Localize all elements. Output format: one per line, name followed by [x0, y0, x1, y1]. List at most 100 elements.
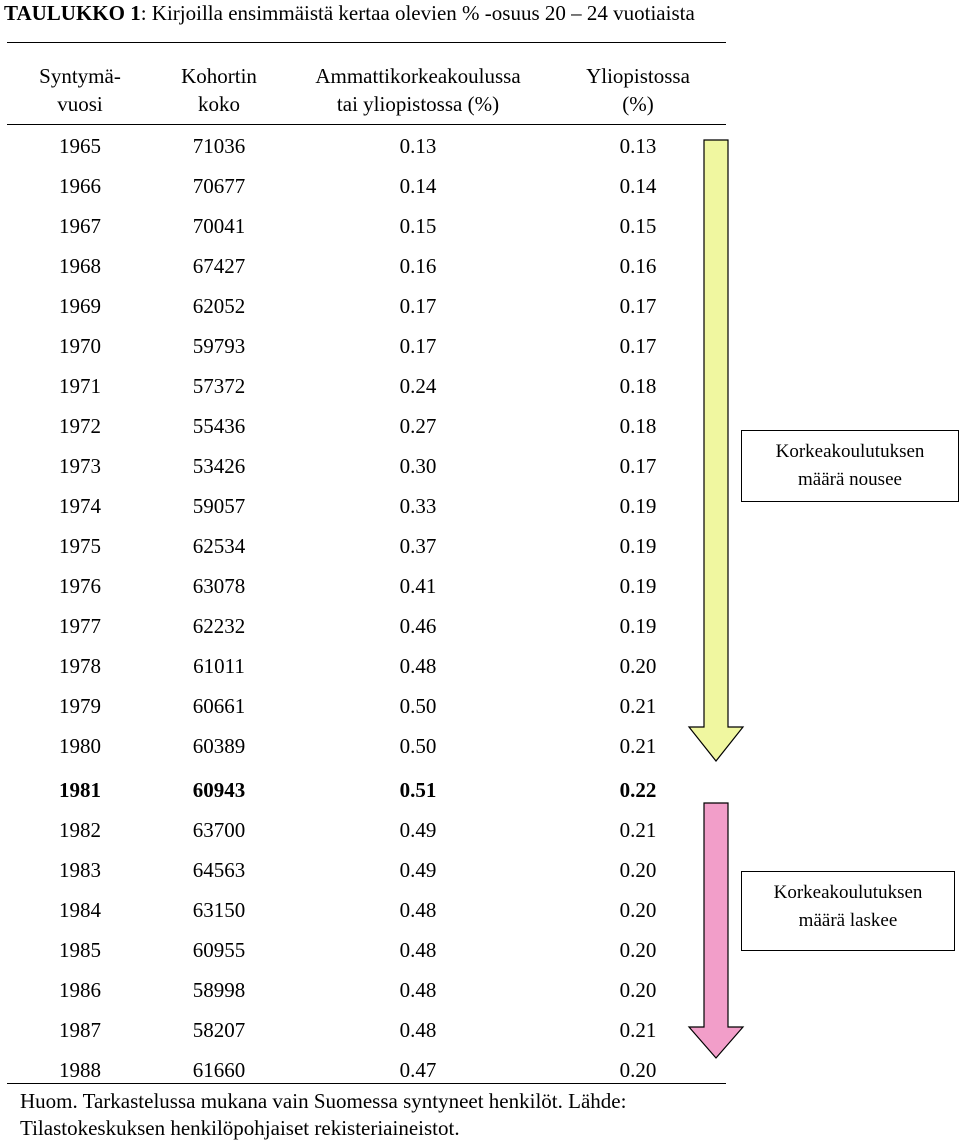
table-cell: 1972 — [59, 414, 101, 438]
table-cell: 58998 — [192, 978, 246, 1002]
table-cell: 0.19 — [619, 494, 657, 518]
header-line: Kohortin — [181, 64, 257, 88]
table-cell: 0.19 — [619, 574, 657, 598]
table-cell: 1973 — [59, 454, 101, 478]
table-cell: 0.21 — [619, 694, 657, 718]
header-line: tai yliopistossa (%) — [336, 92, 500, 116]
table-cell: 0.22 — [619, 778, 657, 802]
table-cell: 0.20 — [619, 654, 657, 678]
table-cell: 0.49 — [399, 858, 437, 882]
header-cell: Ammattikorkeakoulussa tai yliopistossa (%… — [278, 62, 558, 118]
footnote-line1: Huom. Tarkastelussa mukana vain Suomessa… — [20, 1089, 627, 1113]
caption-text: : Kirjoilla ensimmäistä kertaa olevien %… — [140, 1, 695, 25]
table-cell: 1987 — [59, 1018, 101, 1042]
table-cell: 62052 — [192, 294, 246, 318]
table-cell: 0.20 — [619, 898, 657, 922]
table-cell: 1967 — [59, 214, 101, 238]
table-cell: 1982 — [59, 818, 101, 842]
label-box-falls: Korkeakoulutuksen määrä laskee — [741, 871, 955, 951]
table-cell: 1985 — [59, 938, 101, 962]
table-cell: 0.14 — [399, 174, 437, 198]
table-cell: 70041 — [192, 214, 246, 238]
footnote: Huom. Tarkastelussa mukana vain Suomessa… — [20, 1088, 626, 1142]
table-cell: 0.15 — [399, 214, 437, 238]
table-cell: 0.21 — [619, 734, 657, 758]
bottom-rule — [7, 1083, 726, 1084]
footnote-line2: Tilastokeskuksen henkilöpohjaiset rekist… — [20, 1116, 460, 1140]
header-line: Syntymä- — [39, 64, 121, 88]
table-cell: 0.20 — [619, 938, 657, 962]
table-cell: 1969 — [59, 294, 101, 318]
header-line: vuosi — [57, 92, 103, 116]
header-cell: Yliopistossa (%) — [558, 62, 718, 118]
table-cell: 70677 — [192, 174, 246, 198]
table-cell: 63700 — [192, 818, 246, 842]
table-cell: 64563 — [192, 858, 246, 882]
table-cell: 58207 — [192, 1018, 246, 1042]
table-cell: 1977 — [59, 614, 101, 638]
table-cell: 1976 — [59, 574, 101, 598]
table-cell: 1979 — [59, 694, 101, 718]
label-falls-line2: määrä laskee — [798, 910, 898, 931]
table-cell: 59057 — [192, 494, 246, 518]
table-cell: 1968 — [59, 254, 101, 278]
table-cell: 0.17 — [399, 294, 437, 318]
table-cell: 61011 — [193, 654, 245, 678]
table-caption: TAULUKKO 1: Kirjoilla ensimmäistä kertaa… — [4, 0, 695, 26]
table-cell: 55436 — [192, 414, 246, 438]
header-cell: Syntymä-vuosi — [20, 62, 140, 118]
header-line: Yliopistossa — [586, 64, 690, 88]
table-cell: 0.48 — [399, 898, 437, 922]
header-line: (%) — [622, 92, 654, 116]
label-rises-line2: määrä nousee — [798, 469, 902, 490]
table-cell: 1965 — [59, 134, 101, 158]
table-cell: 1986 — [59, 978, 101, 1002]
table-cell: 63150 — [192, 898, 246, 922]
table-cell: 0.41 — [399, 574, 437, 598]
table-cell: 0.18 — [619, 414, 657, 438]
table-cell: 1966 — [59, 174, 101, 198]
table-cell: 1988 — [59, 1058, 101, 1082]
table-cell: 0.51 — [399, 778, 437, 802]
table-cell: 1974 — [59, 494, 101, 518]
table-cell: 1975 — [59, 534, 101, 558]
table-cell: 0.16 — [619, 254, 657, 278]
table-cell: 59793 — [192, 334, 246, 358]
table-cell: 0.49 — [399, 818, 437, 842]
table-cell: 0.17 — [619, 454, 657, 478]
table-cell: 0.27 — [399, 414, 437, 438]
table-cell: 57372 — [192, 374, 246, 398]
table-cell: 1971 — [59, 374, 101, 398]
table-cell: 0.17 — [399, 334, 437, 358]
header-cell: Kohortin koko — [159, 62, 279, 118]
table-cell: 0.21 — [619, 1018, 657, 1042]
table-cell: 0.21 — [619, 818, 657, 842]
table-cell: 0.20 — [619, 858, 657, 882]
table-cell: 0.18 — [619, 374, 657, 398]
table-cell: 67427 — [192, 254, 246, 278]
table-cell: 62534 — [192, 534, 246, 558]
table-cell: 60661 — [192, 694, 246, 718]
table-cell: 0.48 — [399, 654, 437, 678]
table-cell: 0.46 — [399, 614, 437, 638]
top-rule — [7, 42, 726, 43]
table-cell: 0.20 — [619, 1058, 657, 1082]
arrow-down-pink — [687, 802, 745, 1059]
table-cell: 0.47 — [399, 1058, 437, 1082]
table-cell: 0.16 — [399, 254, 437, 278]
table-cell: 0.48 — [399, 978, 437, 1002]
table-cell: 1980 — [59, 734, 101, 758]
table-cell: 0.48 — [399, 938, 437, 962]
table-cell: 0.24 — [399, 374, 437, 398]
header-line: Ammattikorkeakoulussa — [315, 64, 521, 88]
table-cell: 0.15 — [619, 214, 657, 238]
table-cell: 0.19 — [619, 614, 657, 638]
table-cell: 0.13 — [399, 134, 437, 158]
table-cell: 0.37 — [399, 534, 437, 558]
table-cell: 1970 — [59, 334, 101, 358]
table-cell: 0.13 — [619, 134, 657, 158]
table-cell: 1983 — [59, 858, 101, 882]
table-cell: 0.30 — [399, 454, 437, 478]
table-cell: 71036 — [192, 134, 246, 158]
table-cell: 0.20 — [619, 978, 657, 1002]
